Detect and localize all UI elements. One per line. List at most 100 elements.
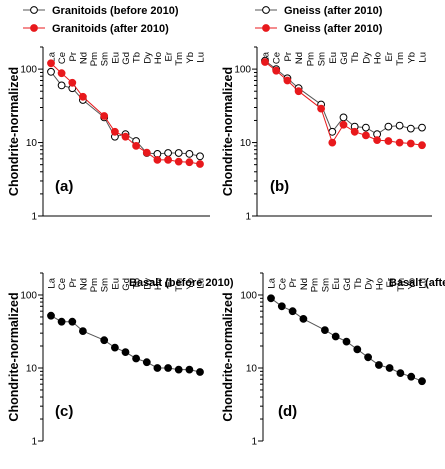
data-point (164, 364, 173, 372)
data-point (111, 127, 119, 136)
category-label: Ce (272, 52, 283, 64)
data-point (100, 336, 109, 345)
data-point (47, 67, 55, 76)
data-point (267, 294, 275, 303)
category-label: Nd (299, 278, 310, 290)
data-point (375, 361, 383, 369)
data-point (79, 92, 87, 101)
y-axis-label: Chondrite-normalized (221, 67, 235, 196)
data-point (174, 365, 183, 374)
category-label: Ho (153, 278, 164, 290)
legend-label: Gneiss (after 2010) (284, 23, 383, 35)
category-label: Ce (57, 52, 68, 64)
legend-marker (30, 24, 38, 32)
y-tick-label: 1 (31, 212, 37, 223)
category-label: Pm (310, 278, 321, 292)
data-point (406, 124, 415, 133)
panel-label: (a) (55, 178, 73, 195)
data-point (353, 345, 362, 354)
category-label: La (47, 51, 58, 62)
data-point (57, 317, 66, 326)
data-point (132, 142, 141, 150)
legend-marker (30, 6, 38, 14)
y-tick-label: 10 (246, 363, 258, 374)
category-label: Ho (153, 52, 164, 64)
data-point (321, 326, 329, 335)
series-line (264, 61, 423, 146)
category-label: Sm (100, 278, 111, 292)
data-point (384, 137, 393, 145)
data-point (317, 104, 326, 113)
category-label: Yb (185, 278, 196, 290)
category-label: Ce (57, 278, 68, 290)
y-tick-label: 10 (240, 138, 252, 149)
data-point (79, 327, 87, 336)
data-point (164, 156, 173, 164)
data-point (47, 311, 55, 320)
data-point (364, 353, 373, 362)
category-label: Pm (89, 278, 100, 292)
legend-label: Granitoids (after 2010) (52, 23, 169, 35)
category-label: Dy (361, 52, 372, 64)
category-label: Er (385, 278, 396, 288)
legend-marker (262, 24, 270, 32)
data-point (185, 150, 194, 158)
category-label: Lu (418, 278, 429, 289)
data-point (385, 364, 394, 372)
category-label: Tb (132, 278, 143, 289)
category-label: Ho (373, 52, 384, 64)
data-point (174, 149, 183, 157)
category-label: Nd (294, 52, 305, 64)
category-label: Tm (174, 278, 185, 292)
data-point (339, 120, 348, 129)
category-label: Dy (142, 52, 153, 64)
data-point (362, 123, 370, 132)
category-label: Gd (339, 52, 350, 65)
chart-panel-d: 1 10 100 Chondrite-normalized La Ce Pr Nd Pm Sm Eu… (221, 272, 445, 448)
category-label: Eu (328, 52, 339, 64)
category-label: Er (164, 52, 175, 62)
category-label: Tb (350, 52, 361, 63)
data-point (395, 121, 404, 130)
data-point (395, 138, 404, 147)
data-point (153, 364, 162, 372)
legend-marker (262, 6, 270, 14)
y-tick-label: 100 (20, 290, 37, 301)
data-point (406, 139, 415, 148)
category-label: La (47, 277, 58, 288)
category-label: Dy (142, 278, 153, 290)
panel-label: (c) (55, 403, 73, 420)
data-point (174, 157, 183, 166)
y-axis-label: Chondrite-normalized (221, 292, 235, 421)
data-point (164, 149, 173, 157)
data-point (261, 58, 269, 66)
data-point (121, 132, 130, 141)
data-point (350, 127, 359, 136)
data-point (100, 112, 109, 120)
category-label: Tb (353, 278, 364, 289)
category-label: Lu (418, 52, 429, 63)
category-label: Sm (317, 52, 328, 66)
data-point (196, 368, 204, 376)
category-label: Er (384, 52, 395, 62)
data-point (342, 337, 351, 346)
category-label: Dy (364, 278, 375, 290)
category-label: Sm (320, 278, 331, 292)
legend-entry: Gneiss (after 2010) (255, 23, 383, 35)
data-point (57, 81, 66, 90)
data-point (277, 302, 286, 311)
chart-title: Basalt (before 2010) (129, 277, 234, 289)
y-tick-label: 100 (240, 290, 257, 301)
data-point (57, 69, 66, 78)
y-tick-label: 10 (26, 138, 38, 149)
category-label: Pr (68, 52, 79, 62)
legend-entry: Granitoids (before 2010) (23, 5, 179, 17)
data-point (185, 365, 194, 374)
category-label: Tb (132, 52, 143, 63)
data-point (299, 315, 308, 323)
data-point (185, 158, 194, 167)
data-point (407, 372, 416, 381)
category-label: Ho (374, 278, 385, 290)
y-axis-label: Chondrite-normalized (7, 292, 21, 421)
